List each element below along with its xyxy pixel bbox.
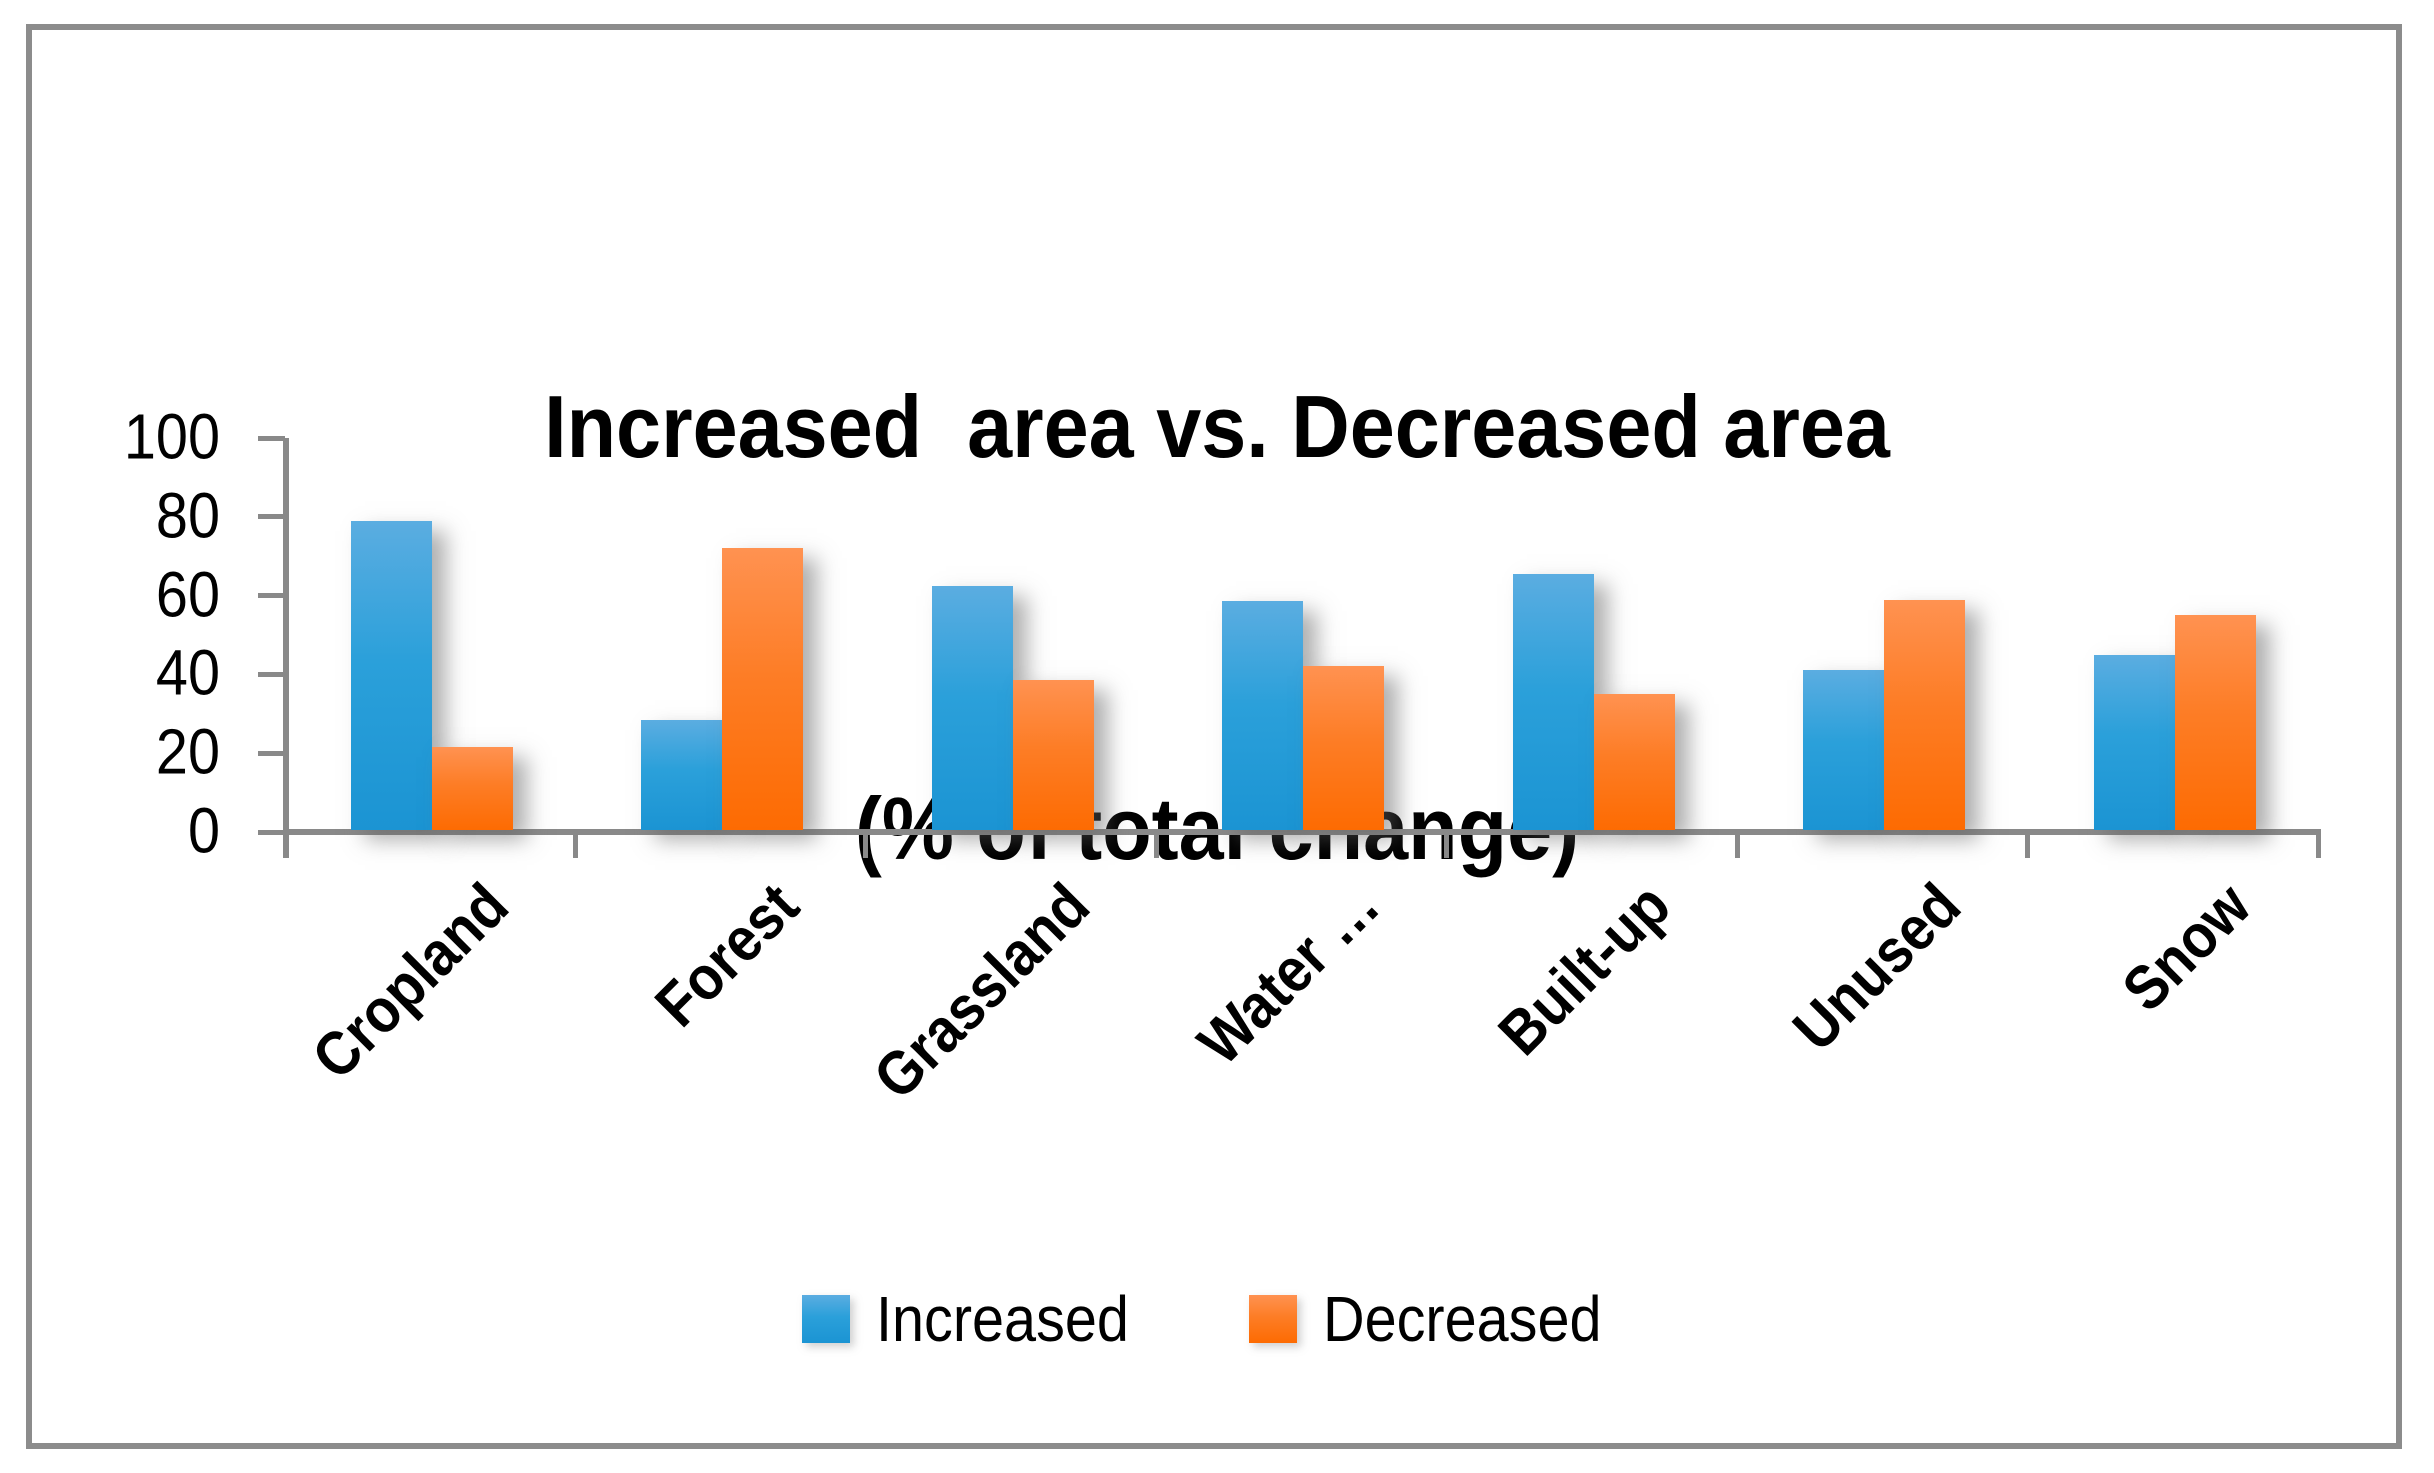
- y-tick: [258, 671, 285, 677]
- y-tick: [258, 593, 285, 599]
- bar-decreased-unused: [1884, 600, 1965, 830]
- bar-decreased-built-up: [1594, 694, 1675, 830]
- bar-increased-water: [1222, 601, 1303, 830]
- chart-title-line1: Increased area vs. Decreased area: [544, 377, 1890, 476]
- y-axis-tick-label: 60: [155, 558, 220, 631]
- x-tick: [2315, 832, 2321, 858]
- y-tick: [258, 435, 285, 441]
- y-tick: [258, 750, 285, 756]
- bar-increased-grassland: [932, 586, 1013, 830]
- y-axis-tick-label: 100: [123, 400, 220, 473]
- legend: Increased Decreased: [0, 1282, 2434, 1356]
- x-axis-line: [285, 829, 2321, 835]
- legend-swatch-increased: [801, 1295, 850, 1343]
- bar-increased-unused: [1803, 670, 1884, 830]
- bar-increased-snow: [2094, 655, 2175, 830]
- x-tick: [2025, 832, 2031, 858]
- bar-increased-forest: [641, 720, 722, 830]
- legend-label-decreased: Decreased: [1322, 1283, 1602, 1355]
- bar-decreased-water: [1303, 666, 1384, 830]
- x-tick: [863, 832, 869, 858]
- bar-decreased-grassland: [1013, 680, 1094, 830]
- y-axis-line: [283, 438, 289, 858]
- legend-swatch-decreased: [1248, 1295, 1297, 1343]
- y-tick: [258, 514, 285, 520]
- y-axis-tick-label: 80: [155, 479, 220, 552]
- y-axis-tick-label: 40: [155, 636, 220, 709]
- x-tick: [1153, 832, 1159, 858]
- y-axis-tick-label: 20: [155, 715, 220, 788]
- x-tick: [1734, 832, 1740, 858]
- legend-item-increased: Increased: [801, 1282, 1157, 1356]
- legend-item-decreased: Decreased: [1248, 1282, 1633, 1356]
- x-tick: [282, 832, 288, 858]
- legend-label-increased: Increased: [875, 1283, 1129, 1355]
- bar-increased-cropland: [351, 521, 432, 830]
- y-tick: [258, 829, 285, 835]
- y-axis-tick-label: 0: [187, 794, 220, 867]
- bar-decreased-cropland: [432, 747, 513, 830]
- bar-decreased-forest: [722, 548, 803, 830]
- bar-increased-built-up: [1513, 574, 1594, 830]
- x-tick: [572, 832, 578, 858]
- x-tick: [1444, 832, 1450, 858]
- bar-decreased-snow: [2175, 615, 2256, 830]
